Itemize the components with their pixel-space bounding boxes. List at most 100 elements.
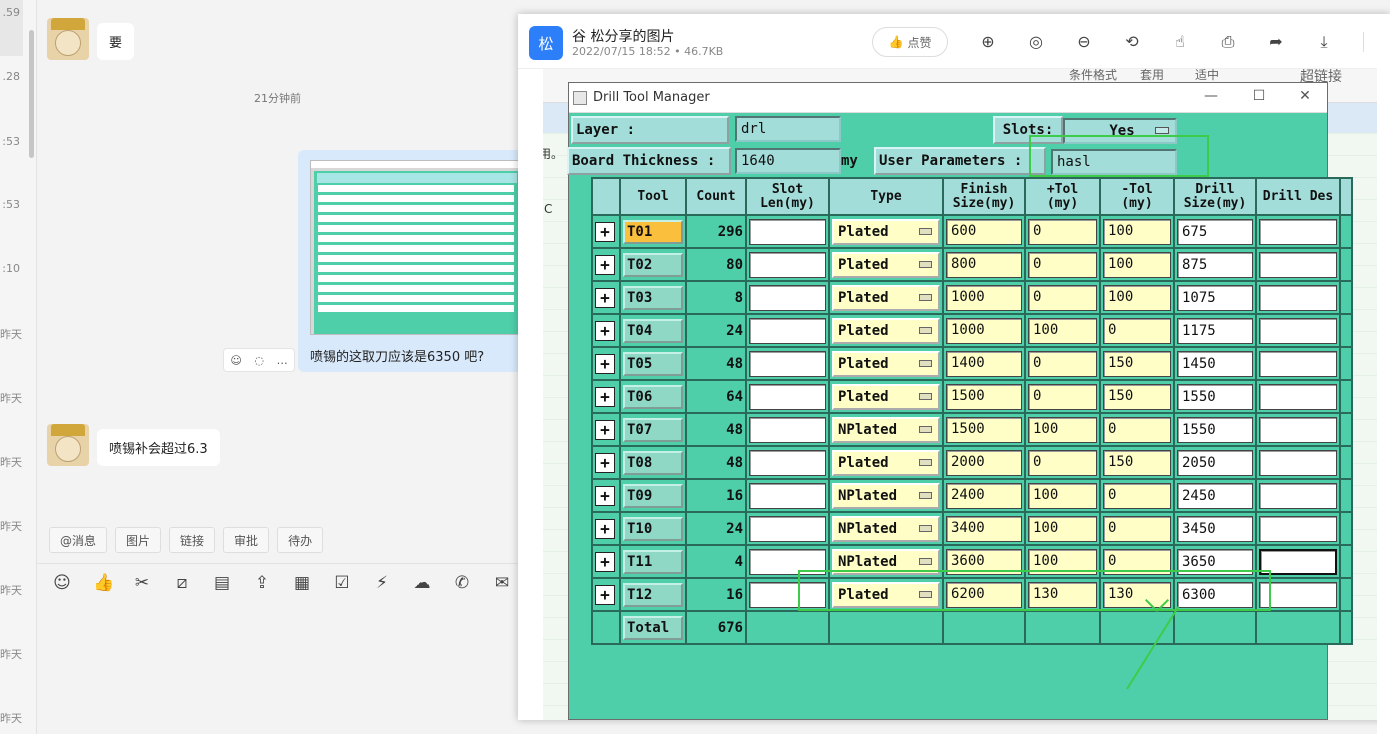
tool-button[interactable]: T06 [623, 384, 683, 409]
minus-tol-input[interactable]: 130 [1103, 581, 1171, 608]
finish-size-input[interactable]: 800 [946, 251, 1022, 278]
expand-icon[interactable]: + [595, 518, 615, 539]
plus-tol-input[interactable]: 100 [1028, 317, 1097, 344]
slot-len-input[interactable] [749, 581, 826, 608]
drill-size-input[interactable]: 1550 [1177, 383, 1253, 410]
finish-size-input[interactable]: 2000 [946, 449, 1022, 476]
close-icon[interactable]: ✕ [1299, 88, 1311, 104]
slot-len-input[interactable] [749, 284, 826, 311]
tool-button[interactable]: T08 [623, 450, 683, 475]
type-select[interactable]: Plated [832, 581, 940, 608]
type-select[interactable]: Plated [832, 449, 940, 476]
finish-size-input[interactable]: 1500 [946, 383, 1022, 410]
drill-size-input[interactable]: 6300 [1177, 581, 1253, 608]
phone-icon[interactable]: ✆ [454, 573, 470, 593]
finish-size-input[interactable]: 2400 [946, 482, 1022, 509]
minus-tol-input[interactable]: 0 [1103, 482, 1171, 509]
slot-len-input[interactable] [749, 515, 826, 542]
drill-size-input[interactable]: 1175 [1177, 317, 1253, 344]
share-icon[interactable]: ➦ [1269, 32, 1283, 51]
mail-icon[interactable]: ✉ [494, 573, 510, 593]
lightning-icon[interactable]: ⚡ [376, 573, 388, 593]
plus-tol-input[interactable]: 0 [1028, 218, 1097, 245]
finish-size-input[interactable]: 1000 [946, 284, 1022, 311]
drill-size-input[interactable]: 875 [1177, 251, 1253, 278]
reaction-icon[interactable]: ☺ [230, 353, 242, 367]
finish-size-input[interactable]: 1500 [946, 416, 1022, 443]
finish-size-input[interactable]: 600 [946, 218, 1022, 245]
slot-len-input[interactable] [749, 383, 826, 410]
drill-size-input[interactable]: 2050 [1177, 449, 1253, 476]
download-icon[interactable]: ⤓ [1320, 32, 1328, 51]
slot-len-input[interactable] [749, 449, 826, 476]
quick-action-button[interactable]: 待办 [277, 527, 324, 553]
expand-icon[interactable]: + [595, 353, 615, 374]
drill-size-input[interactable]: 3450 [1177, 515, 1253, 542]
quick-action-button[interactable]: 链接 [169, 527, 216, 553]
expand-icon[interactable]: + [595, 485, 615, 506]
thickness-field[interactable]: 1640 [735, 148, 841, 174]
plus-tol-input[interactable]: 100 [1028, 482, 1097, 509]
original-size-icon[interactable]: ◎ [1029, 32, 1043, 51]
image-message[interactable]: 喷锡的这取刀应该是6350 吧? [298, 150, 518, 372]
drill-size-input[interactable]: 1450 [1177, 350, 1253, 377]
minus-tol-input[interactable]: 100 [1103, 218, 1171, 245]
rotate-icon[interactable]: ⟲ [1125, 32, 1139, 51]
plus-tol-input[interactable]: 100 [1028, 515, 1097, 542]
copy-icon[interactable]: ⎙ [1221, 32, 1235, 51]
minus-tol-input[interactable]: 150 [1103, 383, 1171, 410]
zoom-in-icon[interactable]: ⊕ [981, 32, 995, 51]
plus-tol-input[interactable]: 0 [1028, 383, 1097, 410]
scrollbar-thumb[interactable] [29, 30, 34, 158]
type-select[interactable]: NPlated [832, 416, 940, 443]
like-icon[interactable]: 👍 [93, 573, 115, 593]
minus-tol-input[interactable]: 0 [1103, 317, 1171, 344]
slot-len-input[interactable] [749, 416, 826, 443]
finish-size-input[interactable]: 1400 [946, 350, 1022, 377]
type-select[interactable]: Plated [832, 284, 940, 311]
quick-action-button[interactable]: @消息 [49, 527, 108, 553]
expand-icon[interactable]: + [595, 386, 615, 407]
tool-button[interactable]: T10 [623, 516, 683, 541]
finish-size-input[interactable]: 3400 [946, 515, 1022, 542]
expand-icon[interactable]: + [595, 320, 615, 341]
scissors-icon[interactable]: ✂ [134, 573, 150, 593]
upload-icon[interactable]: ⇪ [254, 573, 270, 593]
avatar[interactable] [47, 18, 89, 60]
slash-command-icon[interactable]: ⧄ [176, 573, 188, 593]
slots-select[interactable]: Yes [1063, 118, 1177, 144]
type-select[interactable]: Plated [832, 383, 940, 410]
plus-tol-input[interactable]: 100 [1028, 416, 1097, 443]
plus-tol-input[interactable]: 0 [1028, 350, 1097, 377]
drill-size-input[interactable]: 675 [1177, 218, 1253, 245]
expand-icon[interactable]: + [595, 419, 615, 440]
reply-icon[interactable]: ◌ [254, 353, 265, 367]
zoom-out-icon[interactable]: ⊖ [1077, 32, 1091, 51]
plus-tol-input[interactable]: 130 [1028, 581, 1097, 608]
minus-tol-input[interactable]: 100 [1103, 284, 1171, 311]
drill-des-input[interactable] [1259, 515, 1337, 542]
minus-tol-input[interactable]: 100 [1103, 251, 1171, 278]
type-select[interactable]: Plated [832, 317, 940, 344]
tool-button[interactable]: T05 [623, 351, 683, 376]
drill-des-input[interactable] [1259, 482, 1337, 509]
drill-des-input[interactable] [1259, 449, 1337, 476]
drill-des-input[interactable] [1259, 218, 1337, 245]
tool-button[interactable]: T11 [623, 549, 683, 574]
layer-field[interactable]: drl [735, 116, 841, 142]
tool-button[interactable]: T07 [623, 417, 683, 442]
quick-action-button[interactable]: 审批 [223, 527, 270, 553]
finish-size-input[interactable]: 1000 [946, 317, 1022, 344]
plus-tol-input[interactable]: 0 [1028, 449, 1097, 476]
drill-des-input[interactable] [1259, 416, 1337, 443]
task-icon[interactable]: ☑ [334, 573, 350, 593]
doc-icon[interactable]: ▤ [213, 573, 231, 593]
expand-icon[interactable]: + [595, 287, 615, 308]
drill-des-input[interactable] [1259, 581, 1337, 608]
image-thumbnail[interactable] [310, 160, 518, 335]
maximize-icon[interactable]: ☐ [1252, 88, 1266, 104]
drill-des-input[interactable] [1259, 350, 1337, 377]
tool-button[interactable]: T03 [623, 285, 683, 310]
type-select[interactable]: Plated [832, 218, 940, 245]
minus-tol-input[interactable]: 150 [1103, 350, 1171, 377]
